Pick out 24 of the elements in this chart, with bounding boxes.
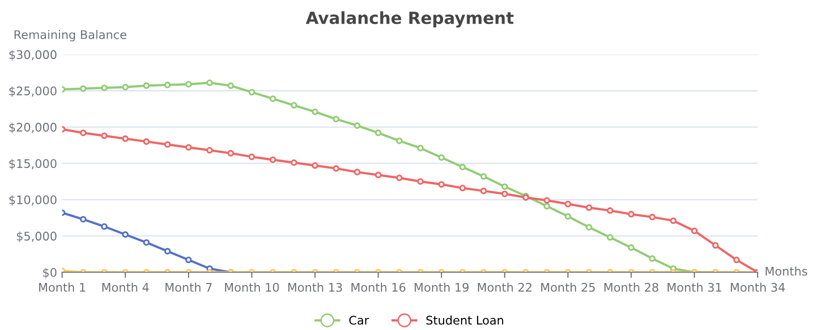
x-tick-label: Month 28 [604, 282, 658, 292]
y-axis-title: Remaining Balance [14, 30, 126, 42]
x-tick-label: Month 1 [39, 282, 86, 292]
x-tick-label: Month 4 [102, 282, 149, 292]
x-tick-label: Month 7 [166, 282, 212, 292]
x-tick-label: Month 25 [541, 282, 595, 292]
x-tick-label: Month 10 [225, 282, 279, 292]
legend-label: Car [349, 316, 369, 325]
x-tick-label: Month 34 [730, 282, 785, 292]
y-tick-label: $25,000 [9, 86, 56, 97]
y-tick-label: $15,000 [9, 158, 56, 170]
y-tick-label: $5,000 [16, 231, 56, 242]
chart-title: Avalanche Repayment [306, 11, 514, 28]
x-tick-label: Month 16 [352, 282, 406, 292]
y-tick-label: $20,000 [9, 122, 56, 134]
legend-label: Student Loan [426, 316, 504, 325]
x-axis-title: Months [766, 266, 808, 276]
x-tick-label: Month 19 [414, 282, 469, 292]
y-tick-label: $0 [43, 268, 56, 278]
y-tick-label: $30,000 [9, 50, 56, 61]
y-tick-label: $10,000 [9, 195, 56, 206]
x-tick-label: Month 13 [288, 282, 342, 292]
x-tick-label: Month 22 [478, 282, 532, 292]
x-tick-label: Month 31 [668, 282, 722, 292]
